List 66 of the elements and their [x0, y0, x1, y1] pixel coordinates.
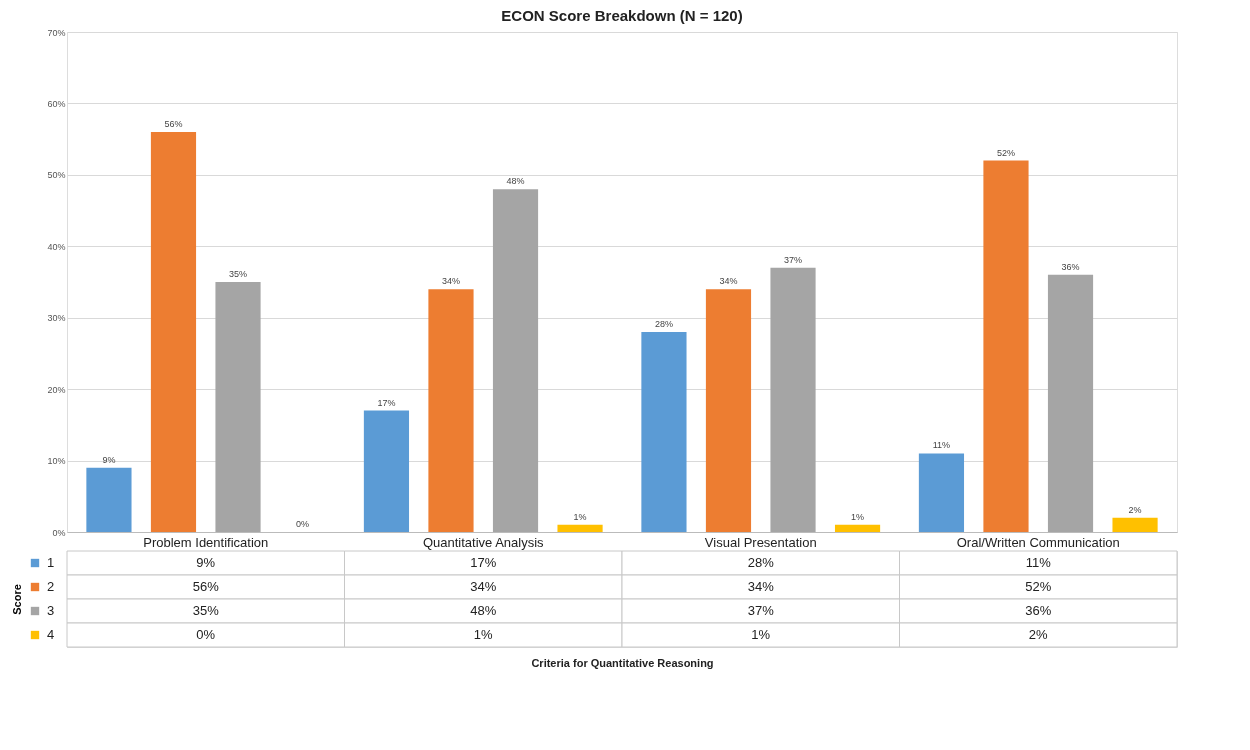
bar — [983, 160, 1029, 532]
data-label: 34% — [470, 579, 497, 594]
y-tick-label: 30% — [47, 313, 66, 324]
y-tick-label: 60% — [47, 98, 66, 109]
y-tick-label: 20% — [47, 384, 66, 395]
text: 9% — [102, 454, 116, 465]
text: 37% — [784, 254, 803, 265]
data-label: 56% — [192, 579, 220, 594]
bar — [641, 332, 687, 532]
bar — [363, 410, 410, 532]
text: 34% — [719, 276, 738, 287]
data-label: 52% — [1025, 579, 1052, 594]
data-label: 0% — [196, 627, 216, 642]
bar — [770, 267, 816, 532]
data-label: 1% — [751, 627, 771, 642]
bar — [918, 453, 965, 532]
text: 48% — [506, 176, 525, 187]
text: 17% — [377, 397, 396, 408]
text: 34% — [441, 276, 460, 287]
x-tick-label: Problem Identification — [143, 534, 269, 550]
y-axis-title: Score — [10, 584, 23, 615]
legend-label: 1 — [47, 555, 55, 570]
text: 35% — [229, 269, 248, 279]
data-label: 48% — [470, 603, 497, 618]
bar — [215, 282, 261, 532]
chart-title: ECON Score Breakdown (N = 120) — [501, 7, 743, 24]
bar — [834, 524, 881, 532]
y-tick-label: 0% — [52, 527, 66, 538]
bar — [86, 467, 132, 532]
text: 52% — [996, 147, 1015, 158]
data-label: 36% — [1025, 603, 1052, 618]
y-tick-label: 50% — [47, 170, 66, 181]
data-label: 34% — [747, 579, 775, 594]
data-label: 11% — [1025, 555, 1052, 570]
data-label: 2% — [1028, 627, 1049, 642]
x-tick-label: Quantitative Analysis — [422, 534, 545, 550]
text: 0% — [296, 519, 310, 529]
data-label: 37% — [747, 603, 775, 618]
legend-label: 2 — [47, 579, 55, 594]
data-label: 35% — [192, 603, 220, 618]
text: Criteria for Quantitative Reasoning — [531, 656, 714, 669]
bar — [557, 524, 603, 532]
text: 36% — [1061, 261, 1080, 272]
text: 1% — [851, 511, 865, 522]
text: 2% — [1128, 504, 1142, 515]
data-label: 28% — [747, 555, 775, 570]
legend-label: 4 — [47, 627, 55, 642]
text: 11% — [932, 440, 951, 451]
bar — [1112, 517, 1158, 532]
legend-label: 3 — [47, 603, 55, 618]
y-tick-label: 10% — [47, 456, 66, 467]
text: 1% — [573, 511, 587, 522]
bar — [428, 289, 474, 532]
y-tick-label: 70% — [47, 27, 66, 38]
data-label: 17% — [470, 555, 497, 570]
data-label: 1% — [473, 627, 494, 642]
x-tick-label: Visual Presentation — [704, 534, 817, 550]
bar — [150, 132, 197, 532]
data-label: 9% — [196, 555, 216, 570]
bar — [492, 189, 539, 532]
text: 56% — [164, 119, 183, 129]
x-tick-label: Oral/Written Communication — [956, 534, 1120, 550]
bar — [1047, 274, 1094, 532]
text: 28% — [654, 319, 673, 329]
y-tick-label: 40% — [47, 241, 66, 252]
bar — [705, 289, 752, 532]
